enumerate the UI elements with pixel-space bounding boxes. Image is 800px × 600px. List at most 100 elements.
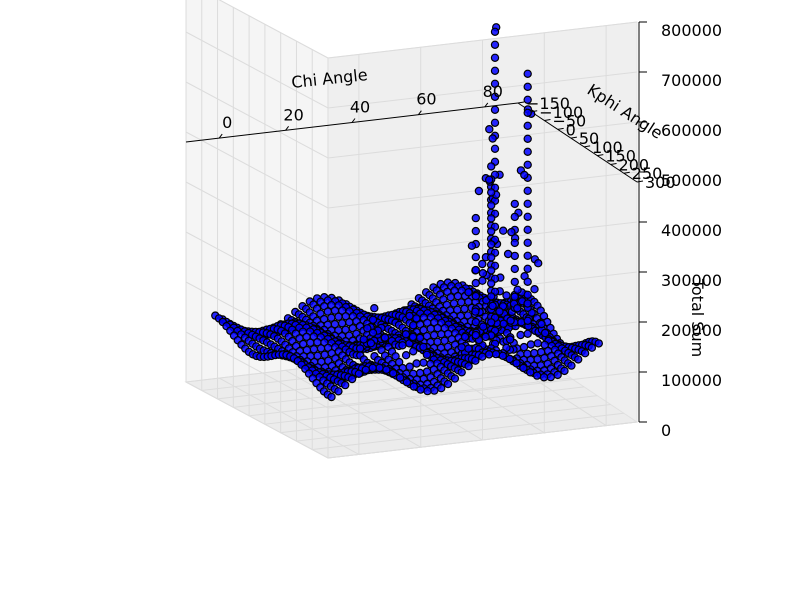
scatter-point (481, 332, 490, 342)
scatter-point (471, 317, 480, 327)
scatter-point (471, 356, 480, 365)
scatter-point (471, 307, 480, 316)
scatter-point (490, 40, 500, 50)
z-axis-label: Total Sum (688, 278, 707, 357)
scatter-point (437, 384, 446, 393)
scatter-point (487, 227, 496, 236)
scatter-point (523, 147, 532, 156)
scatter-point (539, 373, 549, 382)
scatter-point (409, 382, 418, 391)
scatter-point (334, 387, 343, 396)
scatter-point (523, 277, 532, 286)
scatter-point (510, 251, 519, 261)
x-tick-mark (417, 110, 422, 115)
y-tick-mark (623, 171, 630, 174)
scatter-point (574, 355, 583, 364)
scatter-point (523, 134, 532, 143)
y-tick-label: 100 (592, 138, 623, 157)
scatter-point (530, 285, 539, 294)
scatter-point (499, 319, 508, 328)
y-axis-line (517, 102, 638, 183)
y-tick-mark (544, 119, 551, 122)
scatter-point (526, 368, 535, 377)
scatter-points (211, 23, 604, 402)
scatter-point (412, 359, 421, 368)
scatter-point (546, 372, 556, 382)
scatter-point (523, 95, 532, 105)
z-tick-label: 100000 (661, 371, 722, 390)
scatter-point (487, 266, 496, 275)
scatter-point (361, 365, 370, 375)
grid-line-y-7 (295, 41, 611, 442)
scatter-point (443, 379, 453, 389)
y-tick-label: 200 (619, 155, 650, 174)
scatter-point (380, 333, 390, 342)
scatter-point (398, 341, 407, 350)
scatter-point (412, 314, 421, 323)
scatter-point (534, 259, 543, 268)
scatter-point (523, 199, 532, 208)
scatter-point (485, 175, 494, 184)
z-tick-label: 400000 (661, 221, 722, 240)
scatter-point (347, 374, 357, 384)
scatter-point (405, 311, 414, 321)
scatter-point (363, 324, 372, 333)
scatter-point (375, 363, 384, 373)
scatter-point (487, 253, 496, 262)
scatter-point (505, 335, 515, 344)
scatter-point (409, 321, 418, 330)
scatter-point (510, 199, 519, 209)
scatter-point (523, 160, 532, 169)
scatter-point (478, 352, 487, 361)
scatter-point (553, 370, 562, 380)
scatter-point (512, 359, 521, 368)
scatter-point (419, 358, 428, 367)
y-tick-label: 300 (645, 173, 676, 192)
scatter-point (532, 371, 542, 380)
x-tick-label: 40 (350, 98, 370, 117)
scatter-point (450, 374, 460, 383)
scatter-point (505, 354, 514, 364)
scatter-point (519, 342, 529, 352)
scatter-point (523, 212, 532, 221)
scatter-point (423, 386, 432, 396)
scatter-point (506, 316, 515, 325)
scatter-point (368, 328, 378, 337)
scatter-point (370, 304, 379, 313)
x-tick-label: 0 (222, 113, 232, 132)
scatter-point (523, 316, 532, 325)
scatter-point (523, 299, 532, 308)
scatter-point (490, 118, 500, 128)
scatter-point (471, 252, 480, 262)
scatter-point (488, 301, 497, 311)
scatter-point (560, 366, 569, 376)
scatter-point (484, 350, 494, 359)
scatter-point (537, 319, 546, 329)
scatter-point (460, 332, 470, 342)
x-tick-label: 20 (283, 105, 303, 124)
z-tick-label: 0 (661, 421, 671, 440)
scatter-point (499, 226, 508, 235)
x-tick-mark (285, 126, 290, 131)
x-tick-mark (351, 118, 356, 123)
scatter-point (526, 340, 536, 349)
y-tick-label: 50 (579, 129, 599, 148)
z-tick-label: 800000 (661, 21, 722, 40)
scatter-point (513, 304, 522, 313)
scatter-point (401, 330, 411, 339)
z-tick-label: 500000 (661, 171, 722, 190)
scatter-point (567, 361, 576, 370)
scatter-point (415, 333, 425, 343)
scatter-point (368, 315, 378, 324)
y-tick-mark (636, 180, 644, 183)
scatter-point (498, 351, 507, 360)
grid-line-y-9 (327, 58, 638, 459)
scatter-point (523, 121, 532, 131)
scatter-point (523, 238, 532, 247)
z-tick-label: 600000 (661, 121, 722, 140)
scatter-point (516, 330, 525, 340)
z-tick-label: 300000 (661, 271, 722, 290)
y-tick-mark (557, 127, 564, 130)
scatter-point (523, 82, 532, 92)
scatter-point (510, 277, 519, 287)
